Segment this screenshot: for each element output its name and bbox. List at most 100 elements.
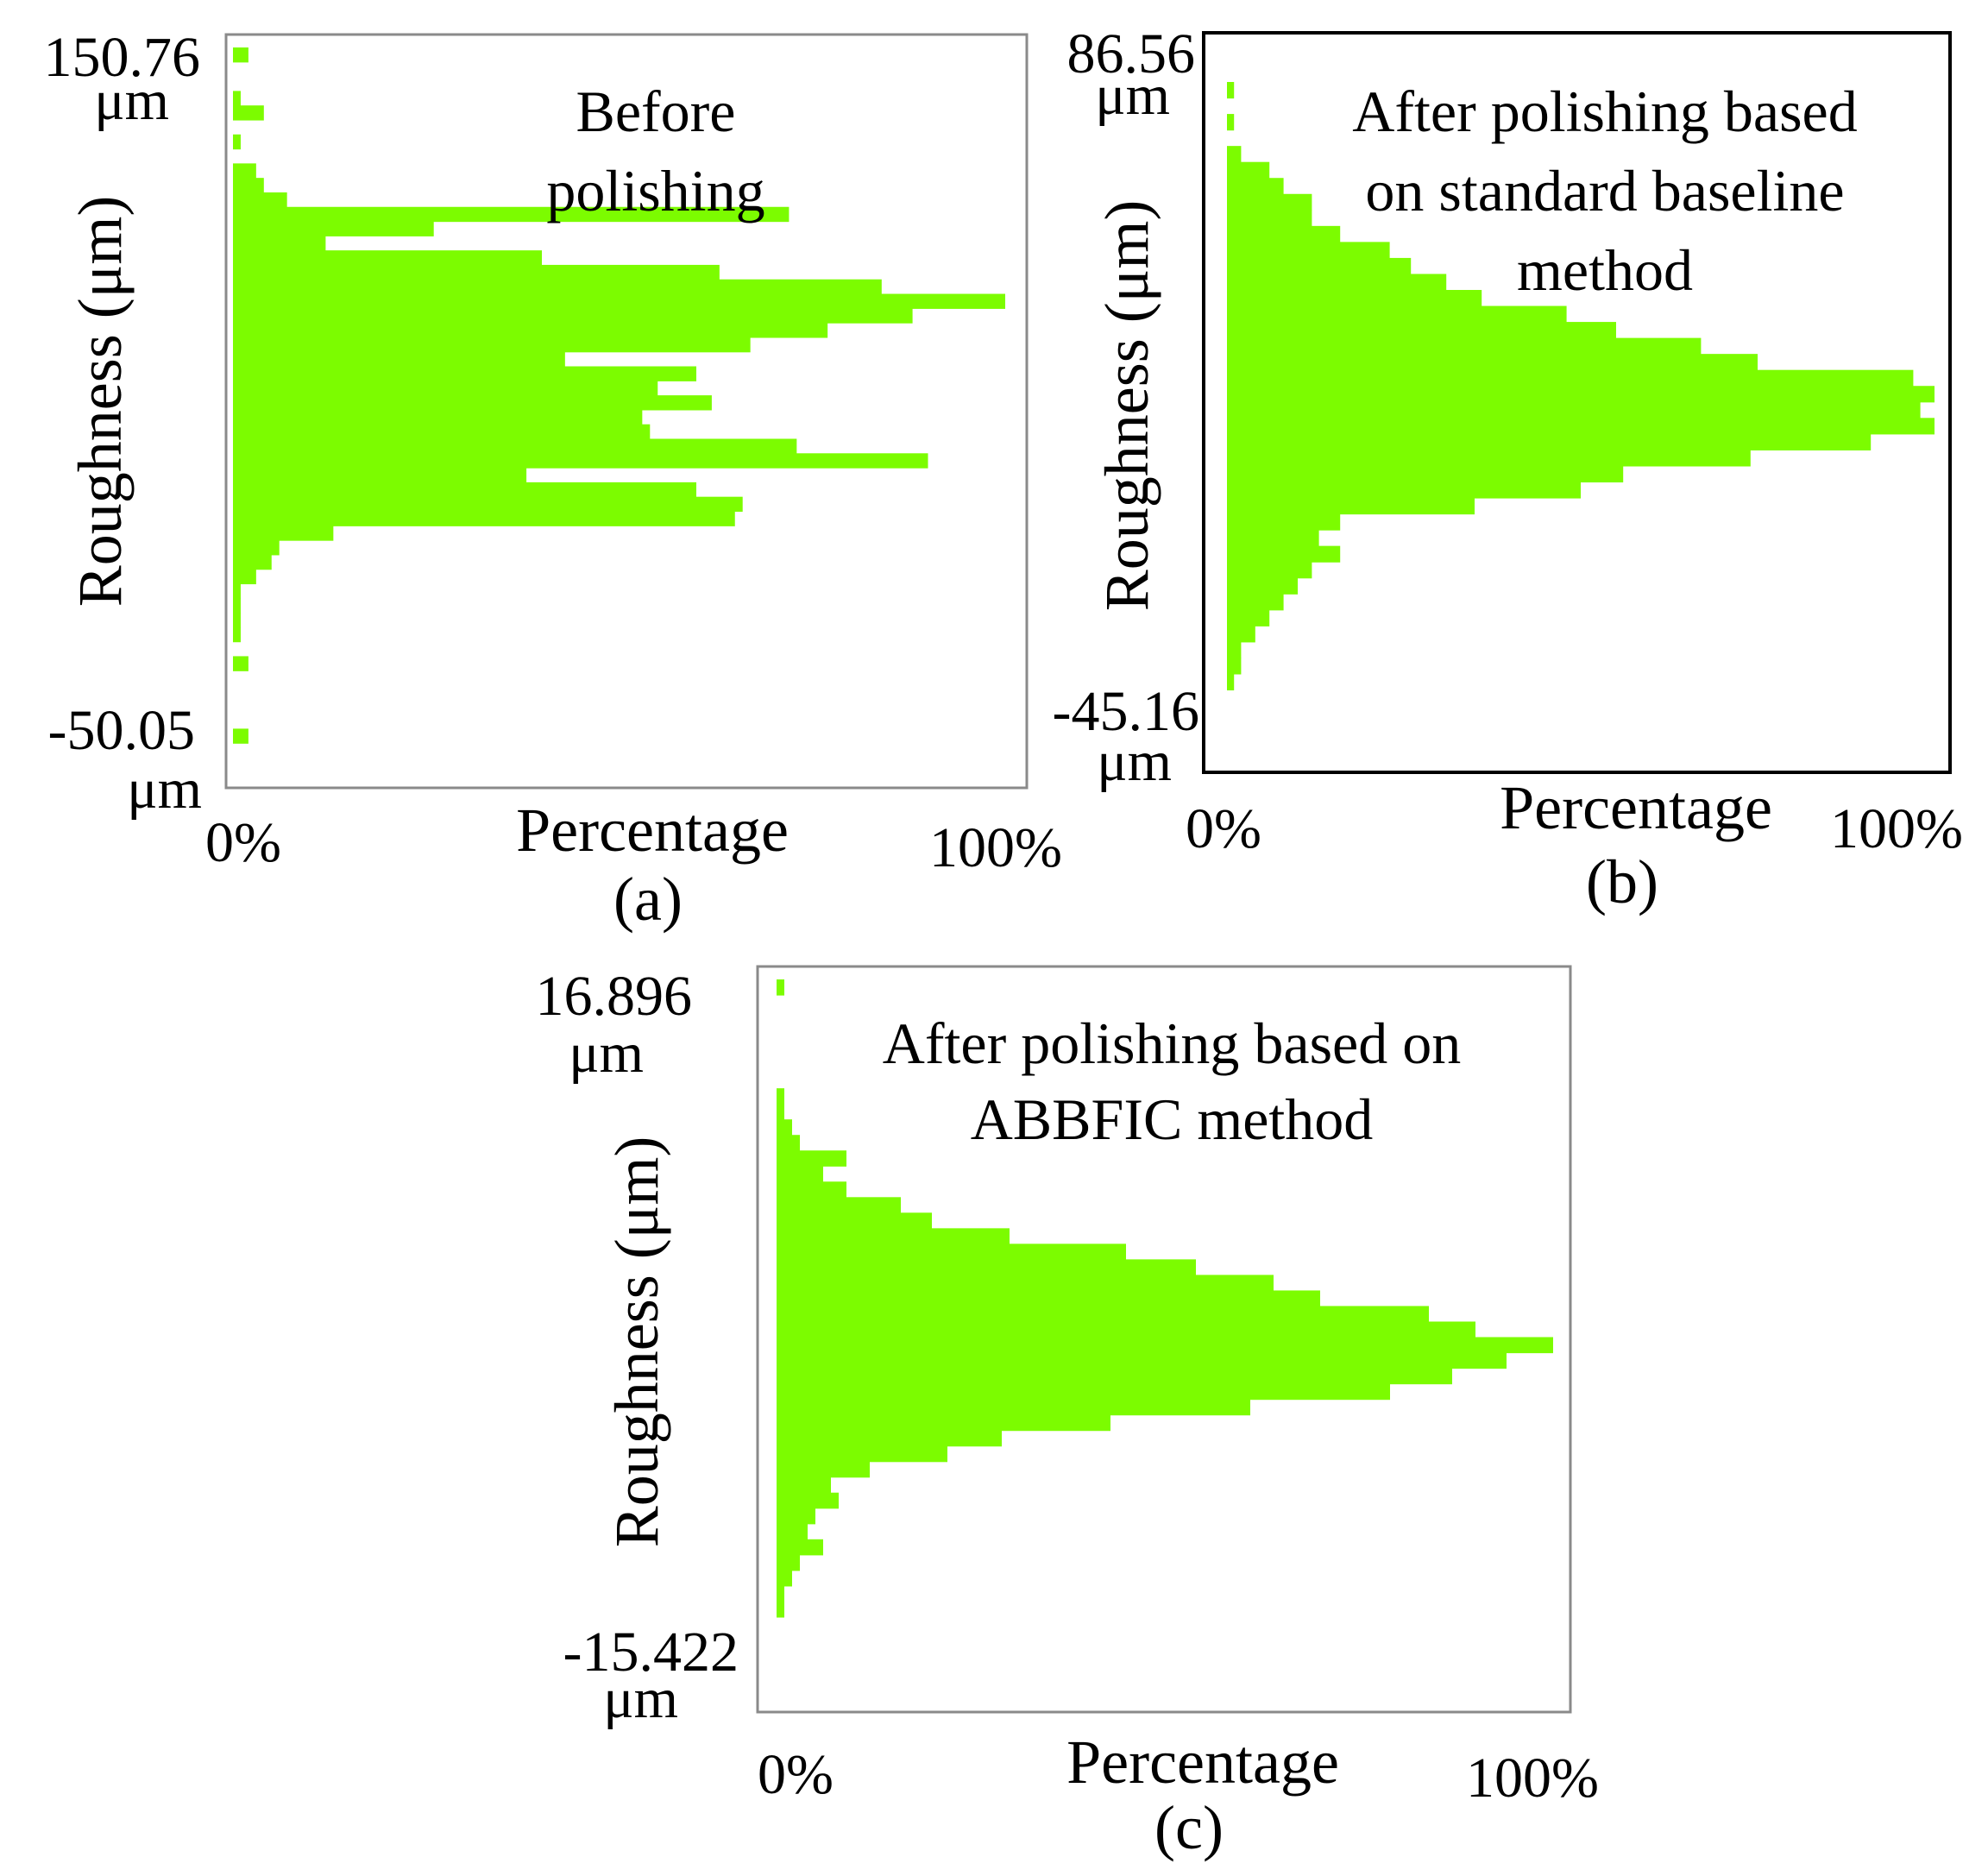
panel-c-bar [777, 1585, 784, 1602]
panel-c-frame [756, 965, 1572, 1714]
panel-c-bar [777, 1539, 823, 1556]
panel-a-bar [233, 264, 720, 280]
panel-a-bar [233, 250, 542, 266]
panel-c-bar [777, 1104, 784, 1120]
panel-a-bar [233, 554, 272, 570]
panel-c-bar [777, 1212, 932, 1229]
panel-b-bar [1227, 114, 1235, 131]
panel-b-bar [1227, 193, 1312, 211]
panel-a-bar [233, 424, 651, 440]
panel-c-bar [777, 1181, 846, 1198]
panel-a-bar [233, 163, 256, 179]
panel-a-y-axis-label: Roughness (μm) [66, 196, 135, 607]
panel-a: Before polishing 150.76 μm -50.05 μm Rou… [44, 26, 1062, 934]
panel-b-bar [1227, 562, 1312, 579]
panel-c-x-axis-label: Percentage [1066, 1728, 1339, 1797]
panel-a-bar [233, 105, 264, 121]
panel-b-bar [1227, 161, 1270, 179]
panel-b-bar [1227, 386, 1935, 403]
panel-a-bar [233, 293, 1005, 309]
panel-a-bar [233, 482, 696, 498]
panel-b-y-axis-label: Roughness (μm) [1092, 200, 1161, 612]
panel-c-bar [777, 1445, 947, 1463]
panel-b-annotation-line2: on standard baseline [1365, 158, 1844, 223]
panel-b-x-axis-label: Percentage [1500, 773, 1772, 842]
panel-a-x-max: 100% [929, 816, 1062, 879]
panel-b-caption: (b) [1586, 847, 1658, 916]
panel-a-y-bottom-unit: μm [127, 758, 202, 821]
panel-a-bar [233, 47, 248, 63]
panel-b-bar [1227, 450, 1751, 467]
panel-b-bar [1227, 369, 1914, 387]
panel-b-x-min: 0% [1186, 797, 1261, 860]
panel-a-bar [233, 598, 241, 614]
panel-a-bar [233, 381, 658, 396]
panel-b-bar [1227, 577, 1298, 595]
panel-a-bar [233, 236, 326, 251]
panel-b-bar [1227, 290, 1482, 307]
panel-c-bar [777, 1430, 1002, 1447]
panel-b-bar [1227, 545, 1341, 563]
panel-b-y-bottom-value: -45.16 [1053, 680, 1199, 743]
panel-c-y-top-unit: μm [569, 1022, 644, 1085]
panel-c-bar [777, 1197, 901, 1213]
panel-a-y-bottom-value: -50.05 [48, 699, 195, 762]
panel-a-bar [233, 366, 696, 381]
panel-a-bar [233, 453, 928, 469]
panel-c-bars [777, 979, 1553, 1618]
panel-c-bar [777, 1321, 1475, 1338]
panel-c-bar [777, 1166, 823, 1182]
panel-a-bar [233, 351, 565, 368]
panel-c-bar [777, 1135, 800, 1151]
panel-b-bar [1227, 401, 1921, 419]
panel-a-bar [233, 511, 735, 526]
panel-c-y-axis-label: Roughness (μm) [602, 1136, 671, 1548]
panel-a-bar [233, 323, 828, 338]
panel-a-bar [233, 468, 527, 483]
panel-a-bar [233, 728, 248, 744]
panel-c-bar [777, 1570, 792, 1587]
panel-c-bar [777, 1290, 1320, 1307]
panel-b-bars [1227, 82, 1935, 691]
panel-c-bar [777, 1523, 808, 1540]
panel-b-annotation-line1: After polishing based [1352, 79, 1857, 144]
panel-c-bar [777, 1476, 831, 1494]
panel-c-bar [777, 1259, 1196, 1276]
panel-c-bar [777, 1337, 1553, 1354]
panel-b-frame [1202, 31, 1952, 774]
panel-b-bar [1227, 673, 1235, 691]
panel-a-frame [224, 33, 1029, 790]
panel-a-bar [233, 206, 790, 223]
panel-b-bar [1227, 305, 1567, 323]
panel-a-caption: (a) [613, 865, 683, 934]
panel-a-bar [233, 308, 913, 324]
panel-b-bar [1227, 609, 1270, 626]
panel-c-y-top-value: 16.896 [536, 965, 693, 1028]
panel-c-caption: (c) [1154, 1793, 1224, 1862]
panel-c-bar [777, 1399, 1250, 1416]
panel-c-x-max: 100% [1466, 1747, 1599, 1810]
panel-c-bar [777, 1150, 846, 1167]
panel-a-y-top-value: 150.76 [44, 26, 201, 89]
panel-c-bar [777, 1088, 784, 1105]
panel-a-bar [233, 192, 287, 208]
panel-b-bar [1227, 498, 1475, 515]
panel-b-bar [1227, 465, 1624, 483]
panel-c-bar [777, 1601, 784, 1618]
panel-b-bar [1227, 274, 1447, 291]
panel-b-bar [1227, 626, 1255, 643]
panel-a-bar [233, 496, 743, 513]
panel-c-bar [777, 1243, 1126, 1260]
panel-c-bar [777, 1119, 792, 1136]
panel-a-x-axis-label: Percentage [516, 796, 789, 865]
panel-b-y-top-value: 86.56 [1067, 22, 1196, 85]
panel-b: After polishing based on standard baseli… [1053, 22, 1963, 916]
panel-a-bar [233, 178, 264, 193]
panel-b-bar [1227, 178, 1284, 195]
panel-c-bar [777, 1228, 1010, 1244]
panel-c-y-bottom-value: -15.422 [563, 1621, 739, 1684]
panel-a-y-top-unit: μm [94, 69, 169, 132]
panel-c-annotation-line2: ABBFIC method [971, 1086, 1374, 1152]
panel-a-bar [233, 395, 712, 411]
